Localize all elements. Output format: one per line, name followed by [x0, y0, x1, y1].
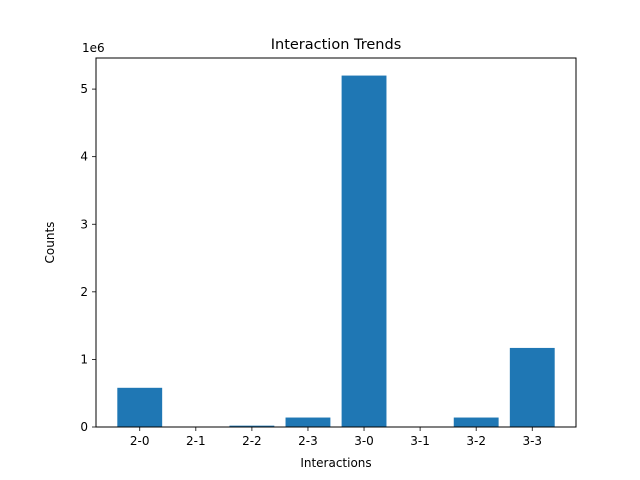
x-ticks-group: 2-0 2-1 2-2 2-3 3-0 3-1 3-2 3-3 — [130, 427, 542, 448]
x-tick-label: 3-0 — [354, 434, 374, 448]
x-axis-label: Interactions — [300, 456, 371, 470]
y-tick-label: 2 — [80, 285, 88, 299]
bar-2-2 — [229, 425, 275, 427]
y-axis-offset-label: 1e6 — [82, 41, 105, 55]
y-tick-label: 1 — [80, 352, 88, 366]
y-tick-label: 3 — [80, 217, 88, 231]
bar-2-0 — [117, 387, 163, 427]
chart-title: Interaction Trends — [271, 37, 402, 53]
bar-2-3 — [285, 417, 331, 427]
bar-3-2 — [453, 417, 499, 427]
x-tick-label: 3-1 — [410, 434, 430, 448]
y-axis-label: Counts — [43, 222, 57, 264]
x-tick-label: 2-2 — [242, 434, 262, 448]
x-tick-label: 2-1 — [186, 434, 206, 448]
y-ticks-group: 0 1 2 3 4 5 — [80, 82, 96, 434]
x-tick-label: 3-2 — [466, 434, 486, 448]
x-tick-label: 2-0 — [130, 434, 150, 448]
bars-group — [117, 75, 555, 428]
bar-3-0 — [341, 75, 387, 428]
x-tick-label: 2-3 — [298, 434, 318, 448]
plot-area-frame — [95, 57, 577, 428]
y-tick-label: 5 — [80, 82, 88, 96]
bar-3-3 — [509, 347, 555, 427]
y-tick-label: 4 — [80, 150, 88, 164]
y-tick-label: 0 — [80, 420, 88, 434]
x-tick-label: 3-3 — [522, 434, 542, 448]
